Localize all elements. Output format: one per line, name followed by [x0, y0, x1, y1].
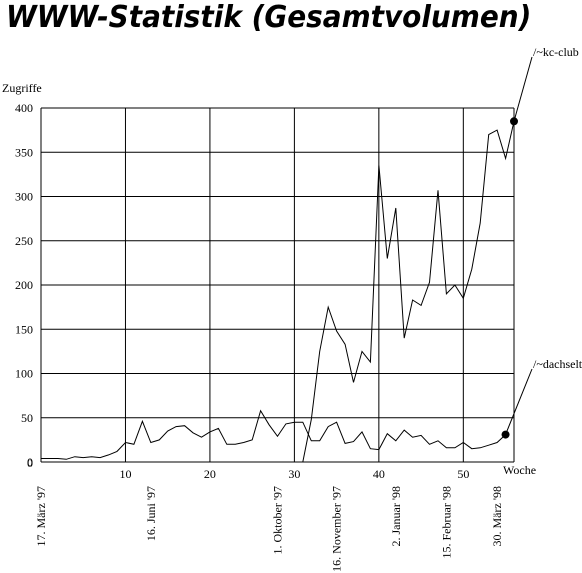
y-tick-label: 50 [21, 411, 33, 425]
x-tick-label: 40 [373, 467, 385, 481]
series-label: /~dachselt [533, 357, 582, 371]
y-tick-label: 250 [15, 234, 33, 248]
date-label: 15. Februar '98 [439, 486, 453, 558]
y-axis-label: Zugriffe [2, 81, 42, 95]
date-label: 30. März '98 [490, 486, 504, 546]
x-tick-label: 50 [457, 467, 469, 481]
date-label: 17. März '97 [34, 486, 48, 546]
series-line [302, 121, 515, 463]
y-tick-label: 100 [15, 367, 33, 381]
chart-title: WWW-Statistik (Gesamtvolumen) [6, 0, 532, 35]
series-callout-line [505, 368, 533, 435]
y-tick-label: 150 [15, 322, 33, 336]
x-tick-label: 30 [288, 467, 300, 481]
x-tick-label: 0 [27, 456, 33, 470]
y-tick-label: 300 [15, 190, 33, 204]
y-tick-label: 0 [27, 455, 33, 469]
axes [40, 108, 515, 463]
date-label: 2. Januar '98 [389, 486, 403, 546]
grid-lines [41, 107, 514, 462]
series-line [41, 409, 506, 460]
x-tick-label: 10 [119, 467, 131, 481]
date-label: 16. November '97 [330, 486, 344, 572]
date-label: 1. Oktober '97 [271, 486, 285, 554]
y-tick-label: 400 [15, 101, 33, 115]
date-label: 16. Juni '97 [144, 486, 158, 541]
y-tick-label: 350 [15, 145, 33, 159]
y-tick-label: 200 [15, 278, 33, 292]
series-lines [41, 56, 533, 463]
x-tick-label: 20 [204, 467, 216, 481]
series-label: /~kc-club [533, 45, 579, 59]
x-axis-label: Woche [503, 463, 536, 477]
series-callout-line [513, 56, 533, 122]
